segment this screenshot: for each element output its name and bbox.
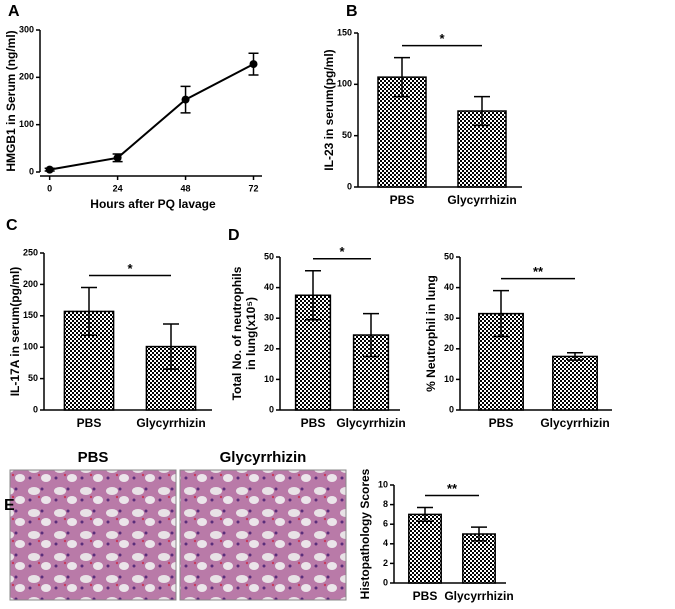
- x-tick-label: PBS: [301, 416, 326, 430]
- y-tick-label: 10: [264, 374, 274, 384]
- x-tick-label: PBS: [489, 416, 514, 430]
- image-label: Glycyrrhizin: [220, 449, 307, 466]
- y-tick-label: 30: [444, 313, 454, 323]
- x-tick-label: Glycyrrhizin: [447, 193, 516, 207]
- histology-image: [9, 469, 177, 601]
- y-tick-label: 0: [29, 166, 34, 176]
- y-tick-label: 0: [347, 181, 352, 191]
- error-bar: [163, 323, 179, 370]
- image-label: PBS: [78, 449, 109, 466]
- y-tick-label: 0: [269, 404, 274, 414]
- y-axis-label: % Neutrophil in lung: [424, 275, 438, 392]
- x-tick-label: Glycyrrhizin: [336, 416, 405, 430]
- significance: **: [533, 264, 544, 279]
- panel-label: E: [4, 497, 15, 514]
- y-tick-label: 200: [19, 72, 34, 82]
- significance: *: [339, 244, 345, 259]
- x-tick-label: PBS: [413, 589, 438, 603]
- y-tick-label: 150: [337, 27, 352, 37]
- panel-label: C: [6, 217, 18, 234]
- y-tick-label: 6: [383, 519, 388, 529]
- error-bar: [474, 95, 490, 127]
- y-axis-label: Histopathology Scores: [358, 468, 372, 599]
- y-tick-label: 200: [23, 279, 38, 289]
- x-axis-label: Hours after PQ lavage: [90, 197, 216, 211]
- bar: [408, 513, 442, 584]
- x-tick-label: 72: [248, 183, 258, 193]
- point: [249, 60, 258, 69]
- panel-label: A: [8, 3, 20, 20]
- y-tick-label: 100: [337, 79, 352, 89]
- y-tick-label: 0: [383, 577, 388, 587]
- line: [49, 63, 254, 171]
- significance: **: [447, 481, 458, 496]
- significance: *: [127, 261, 133, 276]
- histology-image: [179, 469, 347, 601]
- y-tick-label: 0: [449, 404, 454, 414]
- error-bar: [417, 506, 433, 523]
- y-axis-label: IL-23 in serum(pg/ml): [322, 49, 336, 170]
- y-tick-label: 20: [444, 343, 454, 353]
- error-bar: [305, 270, 321, 321]
- y-tick-label: 30: [264, 313, 274, 323]
- error-bar: [81, 286, 97, 337]
- y-tick-label: 50: [444, 251, 454, 261]
- x-tick-label: PBS: [77, 416, 102, 430]
- y-tick-label: 10: [444, 374, 454, 384]
- y-axis-label: Total No. of neutrophils: [230, 266, 244, 400]
- error-bar: [363, 312, 379, 358]
- y-tick-label: 300: [19, 24, 34, 34]
- y-axis-label: HMGB1 in Serum (ng/ml): [4, 30, 18, 171]
- y-tick-label: 20: [264, 343, 274, 353]
- y-tick-label: 50: [28, 373, 38, 383]
- y-tick-label: 2: [383, 558, 388, 568]
- significance: *: [439, 31, 445, 46]
- y-tick-label: 0: [33, 404, 38, 414]
- x-tick-label: Glycyrrhizin: [136, 416, 205, 430]
- x-tick-label: 48: [181, 183, 191, 193]
- y-tick-label: 250: [23, 247, 38, 257]
- x-tick-label: Glycyrrhizin: [444, 589, 513, 603]
- x-tick-label: PBS: [390, 193, 415, 207]
- y-tick-label: 50: [264, 251, 274, 261]
- panel-label: B: [346, 3, 358, 20]
- y-tick-label: 40: [444, 282, 454, 292]
- y-tick-label: 8: [383, 499, 388, 509]
- error-bar: [471, 526, 487, 542]
- y-tick-label: 150: [23, 310, 38, 320]
- y-tick-label: 100: [19, 119, 34, 129]
- x-tick-label: Glycyrrhizin: [540, 416, 609, 430]
- error-bar: [567, 352, 583, 361]
- error-bar: [394, 56, 410, 98]
- error-bar: [493, 289, 509, 338]
- x-tick-label: 24: [113, 183, 123, 193]
- y-tick-label: 4: [383, 538, 388, 548]
- y-tick-label: 10: [378, 479, 388, 489]
- y-axis-label: IL-17A in serum(pg/ml): [8, 267, 22, 397]
- point: [45, 165, 54, 174]
- point: [113, 153, 122, 162]
- x-tick-label: 0: [47, 183, 52, 193]
- y-tick-label: 100: [23, 342, 38, 352]
- bar: [552, 355, 598, 411]
- bar: [462, 533, 496, 584]
- point: [181, 95, 190, 104]
- y-axis-label: in lung(x10⁵): [244, 297, 258, 370]
- y-tick-label: 50: [342, 130, 352, 140]
- y-tick-label: 40: [264, 282, 274, 292]
- panel-label: D: [228, 227, 240, 244]
